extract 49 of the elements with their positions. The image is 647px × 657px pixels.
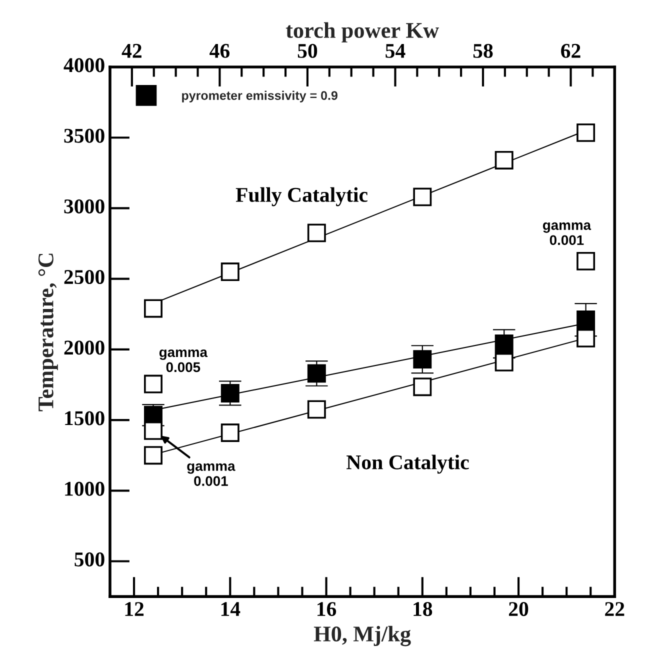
point [307, 224, 326, 242]
point [220, 424, 240, 442]
y-tick-label: 2000 [64, 340, 104, 355]
legend-label: pyrometer emissivity = 0.9 [182, 90, 338, 102]
point [307, 400, 326, 419]
point [576, 328, 596, 348]
y-tick-label: 3000 [64, 199, 104, 214]
y-tick-label: 500 [74, 552, 104, 566]
y-tick-label: 2500 [64, 270, 104, 284]
x-tick-label: 12 [125, 602, 144, 616]
point [307, 364, 326, 383]
point [494, 334, 514, 354]
point [576, 123, 596, 142]
x2-tick-label: 46 [210, 44, 230, 58]
point [494, 150, 514, 170]
x-axis-title: H0, Mj/kg [314, 626, 411, 646]
annotation: gamma 0.005 [159, 349, 208, 372]
x2-tick-label: 62 [561, 44, 580, 58]
point [220, 384, 240, 402]
x2-tick-label: 58 [473, 44, 493, 58]
point [144, 421, 162, 440]
x2-tick-label: 42 [122, 44, 142, 58]
x-tick-label: 18 [414, 602, 432, 616]
x-tick-label: 14 [221, 602, 240, 616]
point [494, 352, 514, 372]
point [576, 252, 596, 270]
x2-axis-title: torch power Kw [286, 22, 439, 42]
x-tick-label: 22 [605, 602, 624, 616]
point [144, 374, 162, 394]
annotation: Fully Catalytic [236, 187, 368, 206]
y-tick-label: 1000 [65, 482, 104, 496]
point [413, 378, 432, 396]
point [144, 446, 162, 465]
x2-tick-label: 54 [386, 44, 406, 58]
y-axis-title: Temperature, °C [38, 254, 58, 412]
point [220, 262, 240, 282]
x-tick-label: 16 [318, 602, 336, 616]
annotation: gamma 0.001 [187, 463, 236, 486]
y-tick-label: 4000 [64, 58, 104, 72]
annotation: gamma 0.001 [542, 222, 592, 246]
annotation: Non Catalytic [346, 454, 469, 474]
y-tick-label: 3500 [64, 128, 104, 143]
point [413, 188, 432, 206]
x2-tick-label: 50 [298, 44, 318, 58]
y-tick-label: 1500 [65, 411, 104, 426]
point [576, 310, 596, 330]
point [144, 299, 162, 318]
point [413, 350, 432, 369]
x-tick-label: 20 [508, 602, 528, 616]
